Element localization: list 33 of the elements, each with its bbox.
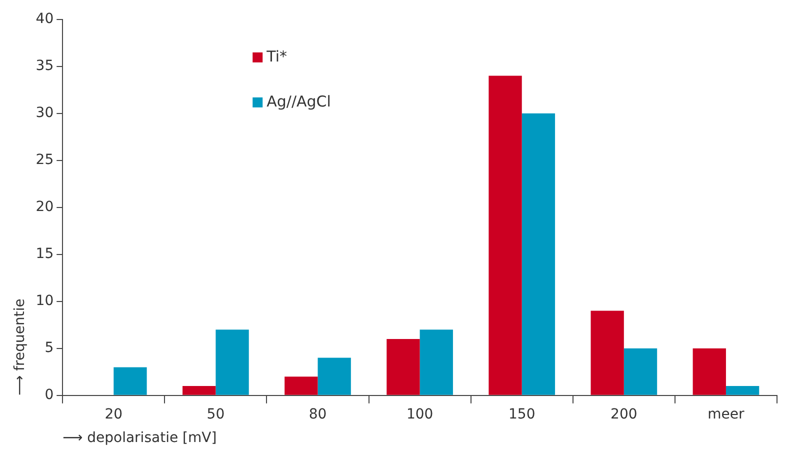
- y-tick-label: 30: [36, 105, 54, 122]
- bar: [420, 330, 453, 395]
- bar: [692, 348, 726, 395]
- bar: [386, 339, 420, 395]
- bar: [216, 330, 249, 395]
- y-tick-label: 5: [44, 340, 54, 356]
- y-tick-label: 25: [36, 152, 54, 168]
- y-tick-label: 35: [36, 58, 54, 74]
- bar: [726, 386, 760, 395]
- bar: [182, 386, 216, 395]
- x-tick-label: 20: [104, 406, 123, 422]
- bar: [590, 310, 624, 395]
- x-tick-label: 100: [406, 406, 434, 422]
- x-tick-label: 200: [610, 406, 638, 422]
- x-tick-label: 50: [206, 406, 225, 422]
- bar: [522, 113, 556, 395]
- x-tick-label: 80: [308, 406, 327, 422]
- legend-label: Ti*: [266, 47, 288, 66]
- x-tick-label: 150: [508, 406, 536, 422]
- legend-label: Ag//AgCl: [266, 92, 331, 110]
- y-tick-label: 15: [36, 246, 54, 262]
- y-axis-title: ⟶ frequentie: [12, 298, 28, 396]
- y-tick-label: 0: [44, 387, 54, 404]
- y-tick-label: 20: [36, 199, 54, 216]
- x-axis-title: ⟶ depolarisatie [mV]: [62, 430, 217, 446]
- y-tick-label: 40: [36, 11, 54, 28]
- bar: [284, 376, 318, 395]
- bar: [624, 348, 658, 395]
- bar: [488, 76, 522, 395]
- bar: [318, 358, 351, 395]
- y-tick-label: 10: [36, 293, 54, 310]
- x-tick-label: meer: [708, 406, 745, 422]
- bar: [114, 367, 147, 395]
